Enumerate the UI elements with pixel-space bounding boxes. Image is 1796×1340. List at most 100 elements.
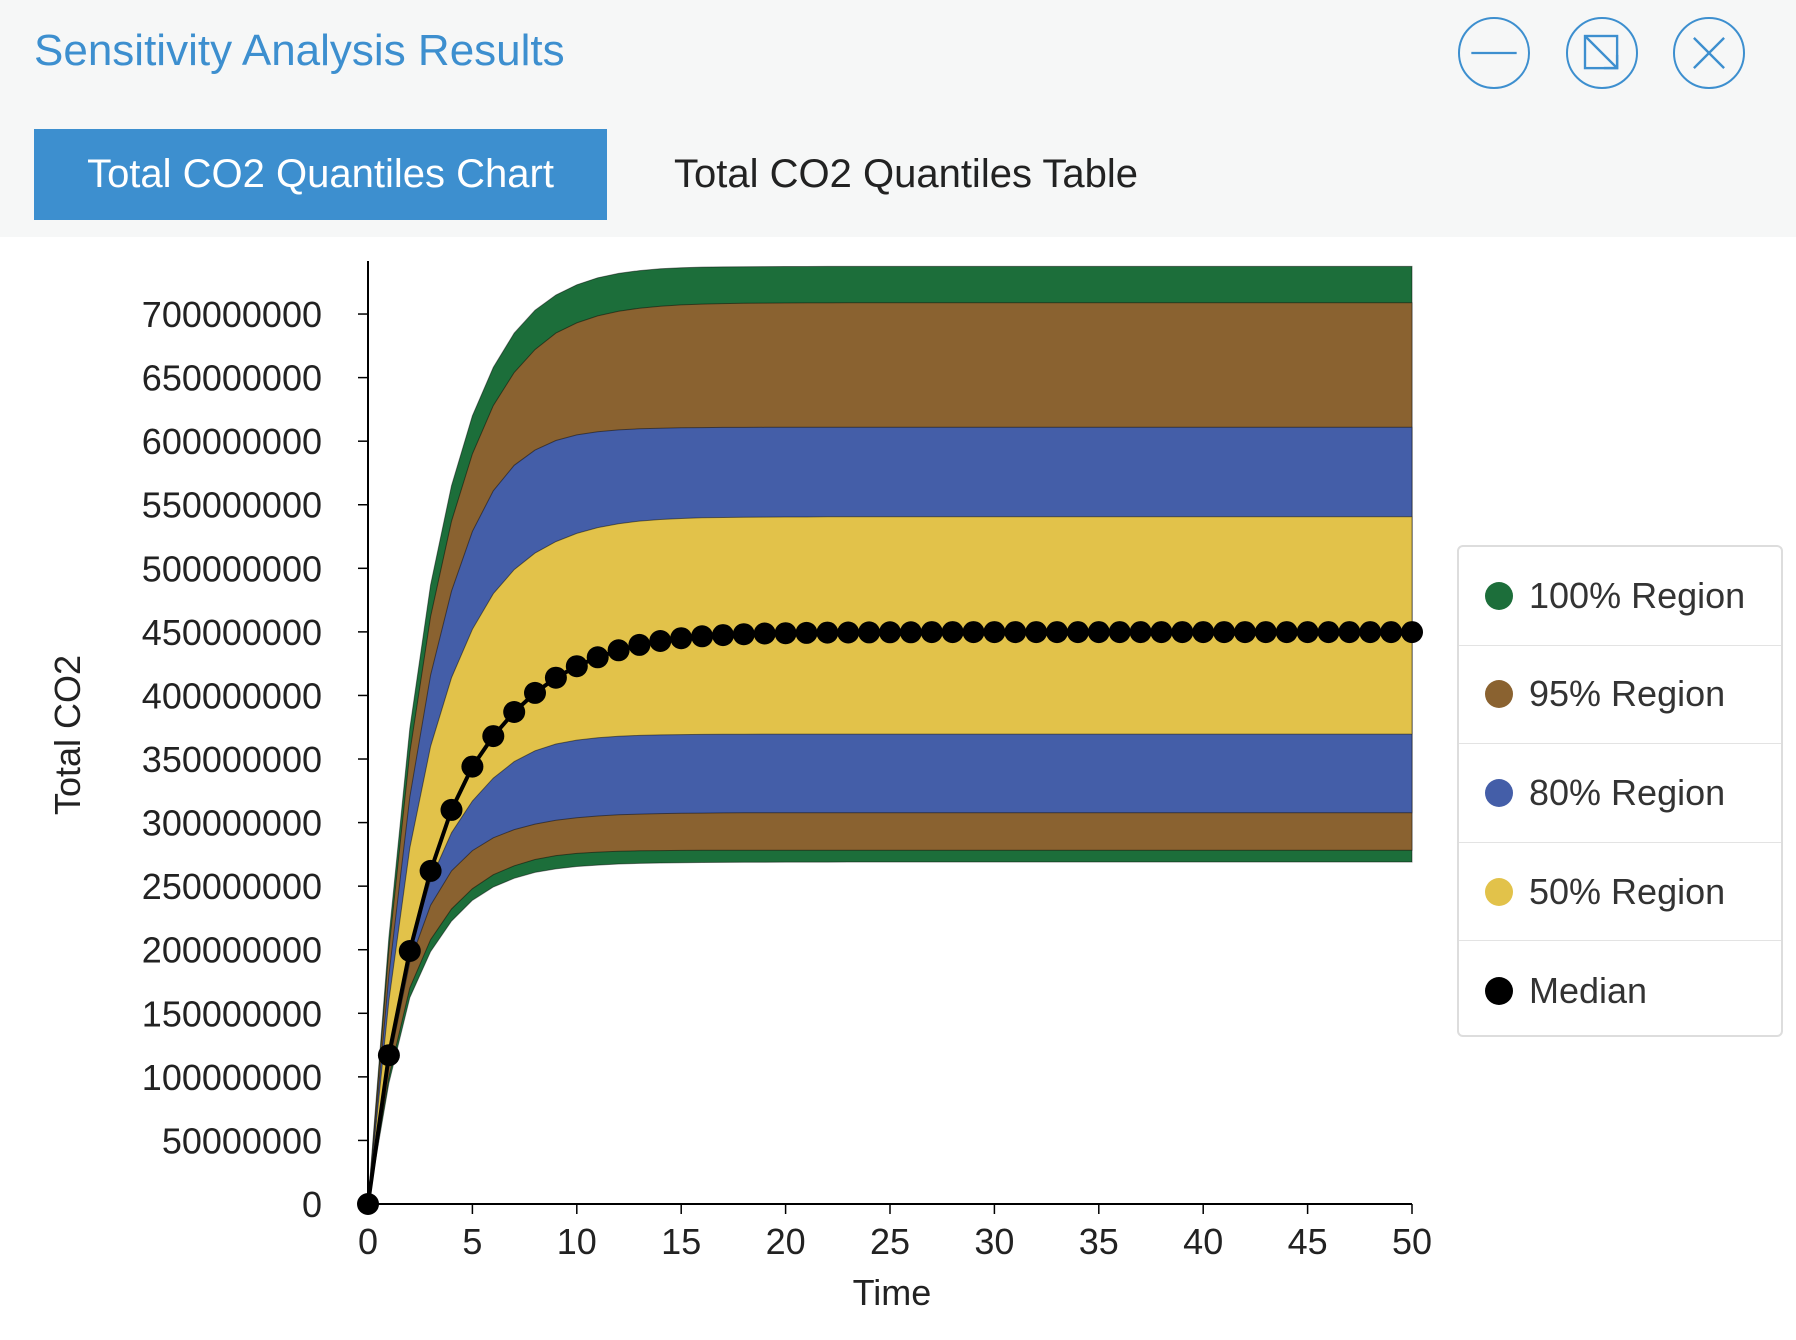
median-point (753, 622, 776, 645)
minimize-button[interactable] (1458, 17, 1530, 89)
median-point (795, 621, 818, 644)
close-icon (1693, 37, 1725, 69)
y-tick-label: 400000000 (142, 675, 322, 716)
median-point (649, 630, 672, 652)
median-point (837, 621, 860, 644)
x-tick-label: 30 (974, 1221, 1014, 1262)
x-tick-label: 40 (1183, 1221, 1223, 1262)
chart-legend: 100% Region 95% Region 80% Region 50% Re… (1457, 545, 1783, 1037)
y-tick-label: 600000000 (142, 421, 322, 462)
y-tick-label: 100000000 (142, 1057, 322, 1098)
legend-swatch (1485, 680, 1513, 709)
legend-swatch (1485, 976, 1513, 1005)
median-point (419, 859, 442, 882)
x-tick-label: 15 (661, 1221, 701, 1262)
median-point (1150, 621, 1173, 644)
legend-label: 50% Region (1529, 870, 1726, 912)
y-tick-label: 200000000 (142, 930, 322, 971)
median-point (774, 622, 797, 645)
y-tick-label: 50000000 (162, 1120, 322, 1161)
x-axis-label: Time (853, 1272, 932, 1313)
median-point (670, 627, 693, 650)
median-point (565, 655, 588, 678)
median-point (1317, 621, 1340, 644)
legend-swatch (1485, 778, 1513, 807)
median-point (1087, 621, 1110, 644)
median-point (1129, 621, 1152, 644)
tab-quantiles-chart[interactable]: Total CO2 Quantiles Chart (34, 129, 607, 220)
window-header: Sensitivity Analysis Results Total CO2 Q… (0, 0, 1796, 237)
y-tick-label: 350000000 (142, 739, 322, 780)
x-tick-label: 50 (1392, 1221, 1432, 1262)
median-point (879, 621, 901, 644)
y-tick-label: 550000000 (142, 485, 322, 526)
median-point (1359, 621, 1382, 644)
legend-item-100[interactable]: 100% Region (1459, 547, 1781, 646)
median-point (1275, 621, 1298, 644)
minus-icon (1471, 51, 1517, 55)
x-tick-label: 10 (557, 1221, 597, 1262)
legend-swatch (1485, 877, 1513, 906)
legend-label: Median (1529, 969, 1648, 1011)
median-point (732, 623, 755, 646)
median-point (983, 621, 1006, 644)
median-point (1213, 621, 1236, 644)
legend-label: 95% Region (1529, 673, 1726, 715)
median-point (691, 625, 714, 648)
median-point (544, 666, 567, 689)
median-point (586, 646, 609, 669)
median-point (1004, 621, 1027, 644)
y-tick-label: 500000000 (142, 548, 322, 589)
median-point (1380, 621, 1403, 644)
median-point (899, 621, 922, 644)
y-tick-label: 150000000 (142, 993, 322, 1034)
median-point (1401, 621, 1423, 644)
x-tick-label: 25 (870, 1221, 910, 1262)
median-point (1296, 621, 1319, 644)
legend-swatch (1485, 581, 1513, 610)
legend-item-50[interactable]: 50% Region (1459, 843, 1781, 942)
median-point (858, 621, 881, 644)
median-point (628, 633, 651, 656)
median-point (1066, 621, 1089, 644)
y-axis-label: Total CO2 (47, 655, 88, 815)
median-point (524, 681, 546, 704)
median-point (962, 621, 985, 644)
x-tick-label: 5 (462, 1221, 482, 1262)
median-point (712, 624, 734, 647)
x-tick-label: 45 (1288, 1221, 1328, 1262)
close-button[interactable] (1673, 17, 1745, 89)
median-point (1254, 621, 1277, 644)
median-point (920, 621, 943, 644)
median-point (1046, 621, 1068, 644)
median-point (440, 798, 463, 821)
restore-button[interactable] (1566, 17, 1638, 89)
median-point (1171, 621, 1194, 644)
y-tick-label: 700000000 (142, 294, 322, 335)
legend-item-median[interactable]: Median (1459, 941, 1781, 1040)
median-point (1338, 621, 1361, 644)
median-point (1192, 621, 1215, 644)
median-point (377, 1044, 400, 1067)
median-point (1025, 621, 1048, 644)
legend-item-80[interactable]: 80% Region (1459, 744, 1781, 843)
quantiles-chart: 0 50000000 100000000 150000000 200000000 2500… (47, 261, 1432, 1313)
tab-quantiles-table[interactable]: Total CO2 Quantiles Table (674, 152, 1138, 196)
x-tick-label: 0 (358, 1221, 378, 1262)
resize-icon (1583, 34, 1619, 70)
x-tick-label: 20 (766, 1221, 806, 1262)
y-tick-label: 0 (302, 1184, 322, 1225)
median-point (398, 940, 421, 962)
median-point (1108, 621, 1131, 644)
legend-label: 80% Region (1529, 771, 1726, 813)
y-tick-label: 650000000 (142, 358, 322, 399)
median-point (503, 701, 526, 723)
median-point (482, 725, 505, 748)
legend-label: 100% Region (1529, 574, 1746, 616)
median-point (1234, 621, 1256, 644)
y-tick-label: 300000000 (142, 803, 322, 844)
median-point (607, 639, 630, 662)
median-point (941, 621, 964, 644)
x-tick-label: 35 (1079, 1221, 1119, 1262)
legend-item-95[interactable]: 95% Region (1459, 646, 1781, 745)
